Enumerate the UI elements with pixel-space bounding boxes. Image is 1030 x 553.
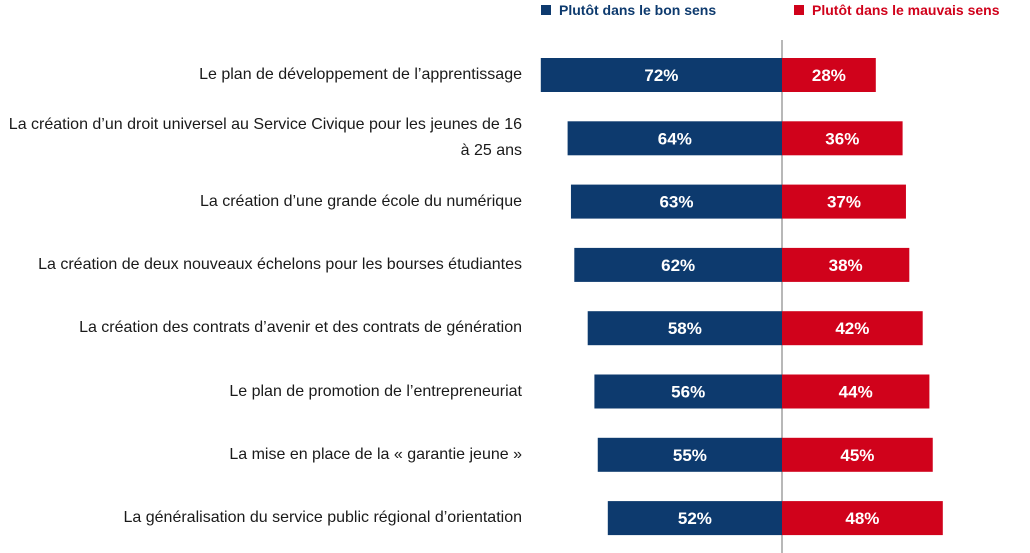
bar-positive-label-5: 58%	[668, 319, 702, 338]
bar-negative-2	[782, 121, 903, 156]
bar-negative-label-8: 48%	[845, 509, 879, 528]
legend-negative: Plutôt dans le mauvais sens	[794, 2, 1000, 18]
bar-negative-label-4: 38%	[829, 256, 863, 275]
bar-negative-label-3: 37%	[827, 193, 861, 212]
legend-negative-label: Plutôt dans le mauvais sens	[812, 2, 1000, 18]
bar-positive-8	[607, 501, 782, 536]
legend-positive-swatch	[541, 5, 551, 15]
bar-positive-label-7: 55%	[673, 446, 707, 465]
bar-negative-label-5: 42%	[835, 319, 869, 338]
bar-positive-6	[594, 374, 782, 409]
bar-positive-3	[570, 184, 782, 219]
bar-positive-label-8: 52%	[678, 509, 712, 528]
bar-negative-label-6: 44%	[839, 383, 873, 402]
bar-positive-5	[587, 311, 782, 346]
bar-positive-1	[540, 58, 782, 92]
bar-positive-label-4: 62%	[661, 256, 695, 275]
category-label-2: La création d’un droit universel au Serv…	[8, 116, 522, 160]
bar-negative-5	[782, 311, 923, 346]
legend-positive-label: Plutôt dans le bon sens	[559, 2, 717, 18]
bar-negative-4	[782, 247, 910, 282]
bar-negative-7	[782, 437, 933, 472]
bar-positive-label-6: 56%	[671, 383, 705, 402]
category-label-1: Le plan de développement de l’apprentiss…	[199, 66, 522, 83]
category-label-4: La création de deux nouveaux échelons po…	[38, 255, 522, 273]
bar-positive-4	[574, 247, 782, 282]
bar-negative-label-2: 36%	[825, 129, 859, 148]
category-label-5: La création des contrats d’avenir et des…	[79, 319, 522, 337]
bar-negative-label-7: 45%	[840, 446, 874, 465]
bar-negative-6	[782, 374, 930, 409]
bar-negative-8	[782, 501, 943, 536]
category-label-8: La généralisation du service public régi…	[123, 509, 522, 527]
bar-negative-label-1: 28%	[812, 66, 846, 85]
bar-positive-2	[567, 121, 782, 156]
legend-negative-swatch	[794, 5, 804, 15]
category-label-3: La création d’une grande école du numéri…	[199, 192, 522, 210]
bar-positive-label-2: 64%	[658, 129, 692, 148]
bar-negative-3	[782, 184, 906, 219]
category-label-7: La mise en place de la « garantie jeune …	[229, 445, 522, 463]
legend-positive: Plutôt dans le bon sens	[541, 2, 716, 18]
category-label-6: Le plan de promotion de l’entrepreneuria…	[229, 382, 522, 400]
bar-negative-1	[782, 58, 876, 92]
bar-positive-label-3: 63%	[659, 193, 693, 212]
bar-positive-label-1: 72%	[644, 66, 678, 85]
bar-positive-7	[597, 437, 782, 472]
